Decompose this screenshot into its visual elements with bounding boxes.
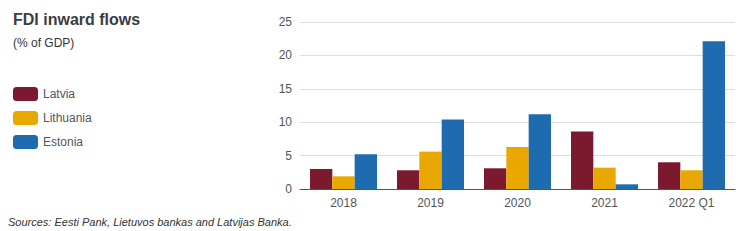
svg-text:2021: 2021 bbox=[591, 196, 618, 210]
svg-text:2020: 2020 bbox=[504, 196, 531, 210]
svg-text:(% of GDP): (% of GDP) bbox=[13, 36, 74, 50]
svg-text:25: 25 bbox=[279, 15, 293, 29]
svg-text:2018: 2018 bbox=[330, 196, 357, 210]
svg-text:5: 5 bbox=[285, 149, 292, 163]
svg-text:FDI inward flows: FDI inward flows bbox=[13, 11, 140, 28]
svg-text:15: 15 bbox=[279, 82, 293, 96]
svg-text:Sources: Eesti Pank, Lietuvos: Sources: Eesti Pank, Lietuvos bankas and… bbox=[8, 216, 292, 228]
svg-text:10: 10 bbox=[279, 115, 293, 129]
svg-text:Latvia: Latvia bbox=[43, 87, 75, 101]
svg-text:2019: 2019 bbox=[417, 196, 444, 210]
svg-text:Lithuania: Lithuania bbox=[43, 111, 92, 125]
svg-text:0: 0 bbox=[285, 182, 292, 196]
svg-text:2022 Q1: 2022 Q1 bbox=[668, 196, 714, 210]
svg-text:Estonia: Estonia bbox=[43, 135, 83, 149]
svg-text:20: 20 bbox=[279, 48, 293, 62]
